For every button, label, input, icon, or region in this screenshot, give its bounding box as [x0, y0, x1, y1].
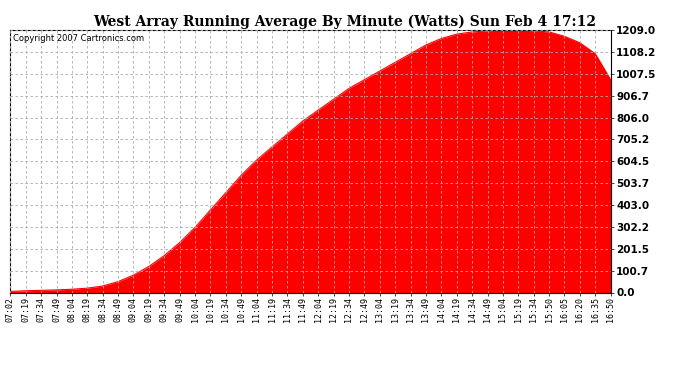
- Text: West Array Running Average By Minute (Watts) Sun Feb 4 17:12: West Array Running Average By Minute (Wa…: [94, 15, 596, 29]
- Text: Copyright 2007 Cartronics.com: Copyright 2007 Cartronics.com: [13, 34, 144, 43]
